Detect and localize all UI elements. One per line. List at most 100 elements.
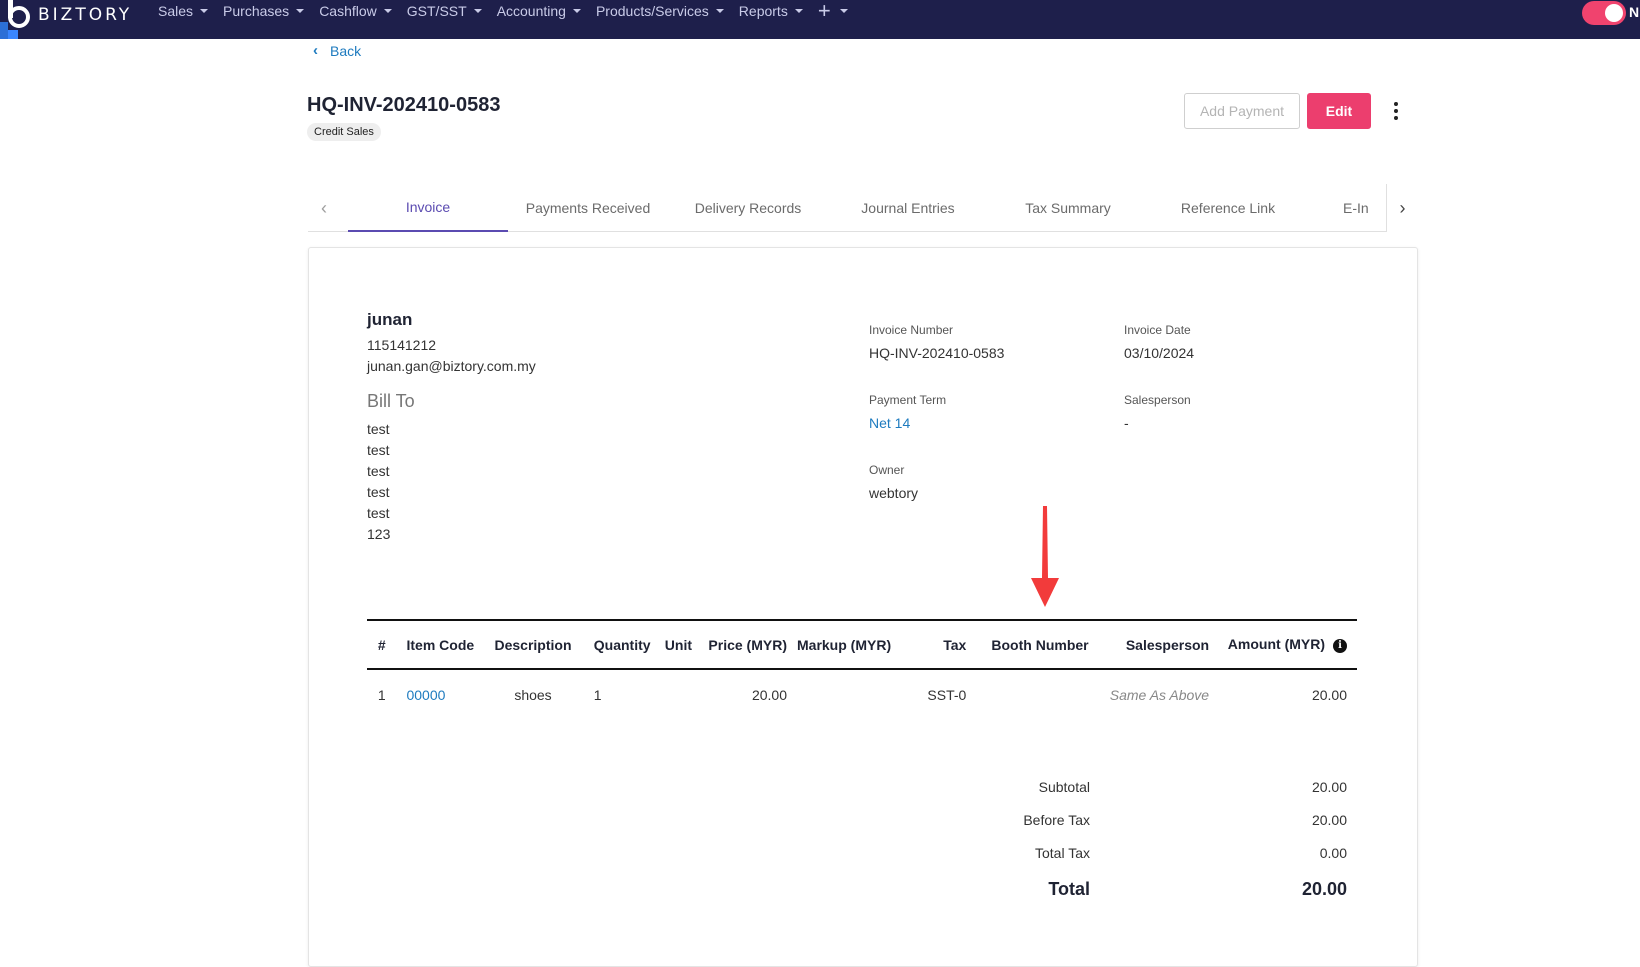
tab-journal-entries[interactable]: Journal Entries [861,200,955,216]
bill-to-line: test [367,442,390,458]
col-header-amount: Amount (MYR) i [1219,619,1357,670]
cell-quantity: 1 [593,687,602,703]
bill-to-line: 123 [367,526,391,542]
nav-gst-sst[interactable]: GST/SST [407,3,482,19]
chevron-left-icon: ‹ [313,42,318,59]
tab-strip: Invoice Payments Received Delivery Recor… [340,184,1386,232]
tab-delivery-records[interactable]: Delivery Records [694,200,802,216]
annotation-arrow-icon [1031,506,1059,607]
table-header-row: # Item Code Description Quantity Unit Pr… [367,619,1357,670]
customer-phone: 115141212 [367,337,437,353]
subtotal-label: Subtotal [1038,779,1090,795]
nav-cashflow[interactable]: Cashflow [319,3,392,19]
tab-scroll-left-icon[interactable]: ‹ [321,197,327,218]
tab-scroll-right-icon[interactable]: › [1386,184,1418,232]
tab-reference-link[interactable]: Reference Link [1180,200,1276,216]
back-label: Back [330,42,362,59]
subtotal-value: 20.00 [1311,779,1347,795]
bill-to-line: test [367,421,390,437]
salesperson-value: - [1124,415,1129,431]
table-row: 1 00000 shoes 1 20.00 SST-0 Same As Abov… [367,669,1357,720]
add-payment-button[interactable]: Add Payment [1184,93,1300,129]
more-options-icon[interactable] [1388,98,1404,124]
info-icon[interactable]: i [1333,638,1347,653]
cell-booth-number [978,669,1101,720]
caret-down-icon [794,9,803,13]
page-title: HQ-INV-202410-0583 [307,94,501,116]
nav-sales[interactable]: Sales [158,3,209,19]
col-header-quantity: Quantity [581,619,652,670]
top-navbar: BIZTORY Sales Purchases Cashflow GST/SST… [0,0,1640,39]
bill-to-line: test [367,463,390,479]
main-menu: Sales Purchases Cashflow GST/SST Account… [158,0,848,22]
invoice-date-value: 03/10/2024 [1124,345,1195,361]
edit-button[interactable]: Edit [1307,93,1371,129]
customer-email: junan.gan@biztory.com.my [367,358,536,374]
caret-down-icon [296,9,305,13]
col-header-markup: Markup (MYR) [797,619,902,670]
bill-to-line: test [367,505,390,521]
invoice-number-label: Invoice Number [869,323,954,337]
line-items-table: # Item Code Description Quantity Unit Pr… [367,619,1357,720]
nav-products-services[interactable]: Products/Services [596,3,724,19]
tab-payments-received[interactable]: Payments Received [525,200,651,216]
mode-toggle[interactable] [1582,1,1626,25]
cell-markup [797,669,901,720]
nav-purchases[interactable]: Purchases [223,3,305,19]
cell-index: 1 [377,687,386,703]
nav-label: Cashflow [319,3,377,19]
back-link[interactable]: ‹ Back [313,42,361,59]
nav-accounting[interactable]: Accounting [497,3,581,19]
caret-down-icon [200,9,209,13]
cell-price: 20.00 [751,687,787,703]
caret-down-icon [839,9,848,13]
invoice-card [308,247,1418,967]
customer-name: junan [367,310,413,329]
brand-name: BIZTORY [38,4,133,25]
owner-value: webtory [869,485,919,501]
total-value: 20.00 [1301,879,1347,899]
total-tax-label: Total Tax [1035,845,1090,861]
cell-item-code-link[interactable]: 00000 [406,687,446,703]
cell-description: shoes [514,687,552,703]
col-header-description: Description [484,619,582,670]
tab-e-invoice[interactable]: E-In [1343,200,1369,216]
payment-term-link[interactable]: Net 14 [869,415,911,431]
status-badge: Credit Sales [307,123,381,141]
quick-add-button[interactable]: + [818,0,848,22]
invoice-date-label: Invoice Date [1124,323,1191,337]
cell-amount: 20.00 [1311,687,1347,703]
toggle-knob [1605,4,1623,22]
nav-reports[interactable]: Reports [739,3,803,19]
caret-down-icon [572,9,581,13]
caret-down-icon [383,9,392,13]
nav-label: Sales [158,3,194,19]
tab-invoice[interactable]: Invoice [348,184,508,232]
nav-label: Purchases [223,3,290,19]
owner-label: Owner [869,463,905,477]
plus-icon: + [817,0,831,23]
col-header-salesperson: Salesperson [1101,619,1220,670]
nav-label: Reports [738,3,788,19]
payment-term-label: Payment Term [869,393,947,407]
cell-salesperson: Same As Above [1109,687,1210,703]
caret-down-icon [715,9,724,13]
col-header-booth-number: Booth Number [978,619,1102,670]
cell-tax: SST-0 [927,687,967,703]
col-header-amount-label: Amount (MYR) [1227,636,1325,653]
before-tax-label: Before Tax [1023,812,1090,828]
brand-logo[interactable]: BIZTORY [0,0,132,39]
bill-to-heading: Bill To [367,391,415,411]
invoice-number-value: HQ-INV-202410-0583 [869,345,1005,361]
tab-bar: ‹ Invoice Payments Received Delivery Rec… [308,184,1418,232]
tab-tax-summary[interactable]: Tax Summary [1025,200,1111,216]
bill-to-line: test [367,484,390,500]
total-tax-value: 0.00 [1319,845,1347,861]
col-header-index: # [367,619,397,670]
nav-label: GST/SST [406,3,467,19]
nav-label: Products/Services [595,3,709,19]
cell-unit [652,669,705,720]
nav-label: Accounting [496,3,566,19]
toggle-label: N [1629,4,1640,20]
before-tax-value: 20.00 [1311,812,1347,828]
